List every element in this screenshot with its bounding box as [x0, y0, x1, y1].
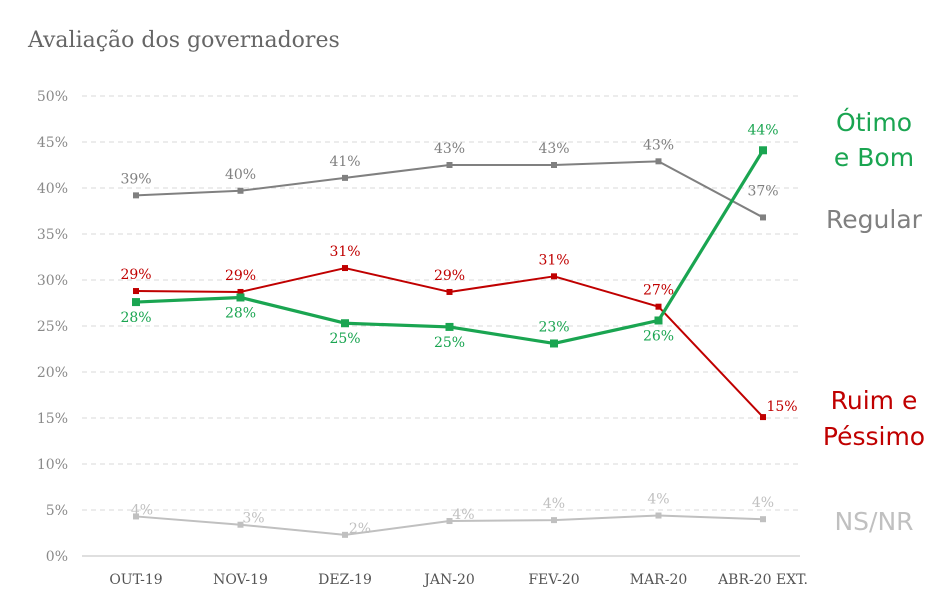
data-point-nsnr	[446, 518, 453, 525]
data-point-ruim	[551, 273, 557, 280]
data-label-ruim: 15%	[766, 399, 797, 415]
data-label-otimo: 25%	[329, 331, 360, 347]
legend-label-ruim: Ruim e	[831, 386, 918, 415]
data-point-otimo	[341, 319, 349, 328]
data-point-ruim	[760, 414, 766, 421]
data-label-otimo: 28%	[120, 310, 151, 326]
chart-title: Avaliação dos governadores	[27, 28, 340, 53]
data-point-nsnr	[655, 512, 662, 519]
y-tick-label: 20%	[37, 365, 68, 381]
legend-label-otimo: e Bom	[834, 143, 914, 172]
y-tick-label: 0%	[46, 549, 68, 565]
data-label-regular: 40%	[225, 167, 256, 183]
data-point-regular	[760, 214, 766, 221]
y-tick-label: 45%	[37, 135, 68, 151]
legend-label-ruim: Péssimo	[823, 422, 925, 451]
data-label-ruim: 31%	[329, 244, 360, 260]
x-tick-label: DEZ-19	[318, 572, 372, 588]
data-point-nsnr	[760, 516, 766, 523]
y-tick-label: 40%	[37, 181, 68, 197]
data-label-ruim: 29%	[120, 267, 151, 283]
y-tick-label: 15%	[37, 411, 68, 427]
data-point-ruim	[655, 303, 662, 310]
y-tick-label: 35%	[37, 227, 68, 243]
data-label-otimo: 25%	[434, 335, 465, 351]
x-tick-label: JAN-20	[422, 572, 475, 588]
data-label-ruim: 29%	[434, 268, 465, 284]
data-label-nsnr: 4%	[543, 496, 565, 512]
data-label-regular: 41%	[329, 154, 360, 170]
legend-label-otimo: Ótimo	[836, 107, 912, 137]
data-label-regular: 43%	[434, 141, 465, 157]
data-label-nsnr: 4%	[647, 492, 669, 508]
data-point-ruim	[237, 288, 244, 295]
x-axis-ticks: OUT-19 NOV-19 DEZ-19 JAN-20 FEV-20 MAR-20 ABR-…	[109, 572, 808, 588]
series-group	[132, 146, 767, 538]
data-point-ruim	[342, 265, 348, 272]
data-point-nsnr	[551, 517, 557, 524]
data-point-ruim	[133, 288, 139, 295]
data-label-nsnr: 4%	[131, 502, 153, 518]
data-point-otimo	[759, 146, 767, 155]
data-point-regular	[446, 162, 453, 168]
data-label-otimo: 26%	[643, 328, 674, 344]
data-label-nsnr: 2%	[349, 521, 371, 537]
data-label-regular: 43%	[643, 137, 674, 153]
data-point-ruim	[446, 288, 453, 295]
data-point-otimo	[445, 322, 454, 331]
legend-label-regular: Regular	[826, 205, 923, 234]
data-point-otimo	[132, 298, 140, 307]
data-label-nsnr: 4%	[752, 495, 774, 511]
legend: Ótimo e Bom Regular Ruim e Péssimo NS/NR	[823, 107, 925, 536]
data-point-regular	[655, 158, 662, 165]
data-label-otimo: 23%	[538, 319, 569, 335]
data-point-otimo	[654, 316, 663, 325]
data-point-otimo	[550, 339, 558, 348]
data-label-nsnr: 3%	[242, 511, 264, 527]
data-point-otimo	[236, 293, 245, 302]
data-label-otimo: 28%	[225, 305, 256, 321]
legend-label-nsnr: NS/NR	[834, 507, 913, 536]
y-tick-label: 30%	[37, 273, 68, 289]
x-tick-label: OUT-19	[109, 572, 162, 588]
data-label-regular: 39%	[120, 171, 151, 187]
data-label-regular: 37%	[747, 183, 778, 199]
data-point-regular	[342, 174, 348, 181]
data-label-regular: 43%	[538, 141, 569, 157]
data-label-nsnr: 4%	[452, 507, 474, 523]
y-tick-label: 50%	[37, 89, 68, 105]
y-axis-ticks: 0% 5% 10% 15% 20% 25% 30% 35% 40% 45% 50%	[37, 89, 68, 565]
y-tick-label: 10%	[37, 457, 68, 473]
x-tick-label: MAR-20	[630, 572, 688, 588]
data-label-ruim: 27%	[643, 283, 674, 299]
x-tick-label: ABR-20 EXT.	[717, 572, 808, 588]
data-point-regular	[237, 187, 244, 194]
y-tick-label: 5%	[46, 503, 68, 519]
data-point-regular	[551, 162, 557, 168]
y-tick-label: 25%	[37, 319, 68, 335]
data-label-ruim: 29%	[225, 268, 256, 284]
data-point-nsnr	[133, 513, 139, 520]
data-label-ruim: 31%	[538, 252, 569, 268]
data-point-regular	[133, 192, 139, 199]
x-tick-label: FEV-20	[528, 572, 579, 588]
data-label-otimo: 44%	[747, 122, 778, 138]
x-tick-label: NOV-19	[213, 572, 268, 588]
gridlines	[82, 95, 800, 557]
data-point-nsnr	[237, 521, 244, 528]
data-point-nsnr	[342, 531, 348, 538]
data-labels: 4% 3% 2% 4% 4% 4% 4% 39% 40% 41% 43% 43% 43% 37% 29% 29…	[120, 122, 797, 537]
